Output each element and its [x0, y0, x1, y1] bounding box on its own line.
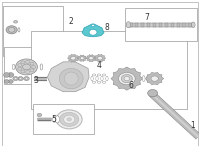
Circle shape [18, 77, 23, 81]
Circle shape [18, 67, 22, 70]
Circle shape [89, 29, 97, 35]
Circle shape [30, 62, 34, 65]
Ellipse shape [59, 68, 83, 89]
Circle shape [26, 71, 30, 74]
Ellipse shape [13, 20, 18, 23]
Circle shape [64, 115, 75, 123]
Ellipse shape [102, 81, 106, 83]
Bar [125, 8, 197, 41]
Bar [171, 22, 174, 27]
Ellipse shape [97, 74, 101, 76]
Text: 2: 2 [69, 17, 74, 26]
Circle shape [16, 59, 37, 75]
Polygon shape [77, 55, 87, 61]
Circle shape [30, 69, 34, 72]
Circle shape [80, 57, 84, 60]
Bar [182, 22, 186, 27]
Circle shape [89, 57, 93, 60]
Bar [129, 22, 133, 27]
Polygon shape [47, 62, 89, 92]
Polygon shape [145, 72, 164, 85]
Bar [147, 22, 150, 27]
Ellipse shape [192, 22, 195, 27]
Circle shape [14, 78, 17, 80]
Circle shape [91, 24, 95, 27]
Circle shape [148, 90, 158, 97]
Ellipse shape [96, 76, 98, 81]
Circle shape [71, 56, 76, 60]
Circle shape [14, 21, 17, 23]
Bar [33, 104, 94, 134]
Circle shape [151, 76, 158, 81]
Circle shape [37, 113, 42, 117]
Ellipse shape [12, 64, 15, 70]
Ellipse shape [126, 22, 131, 28]
Ellipse shape [55, 116, 59, 123]
Ellipse shape [40, 64, 43, 70]
Polygon shape [86, 55, 96, 62]
Circle shape [149, 75, 160, 83]
Circle shape [25, 78, 28, 80]
Circle shape [21, 70, 25, 73]
Circle shape [24, 77, 29, 81]
Circle shape [32, 66, 36, 68]
Bar [4, 47, 50, 84]
Text: 3: 3 [33, 76, 38, 85]
Ellipse shape [106, 76, 108, 81]
Text: 6: 6 [128, 81, 133, 90]
Polygon shape [111, 67, 143, 90]
Text: 5: 5 [51, 115, 56, 124]
Bar [31, 31, 187, 109]
Text: 7: 7 [144, 13, 149, 22]
Ellipse shape [92, 81, 96, 83]
Ellipse shape [142, 76, 145, 81]
Circle shape [19, 78, 22, 80]
Text: 8: 8 [105, 23, 109, 32]
Circle shape [67, 118, 72, 121]
Bar [165, 22, 168, 27]
Circle shape [4, 80, 9, 83]
Circle shape [8, 27, 15, 32]
Bar [135, 22, 138, 27]
Bar [153, 22, 156, 27]
Circle shape [124, 77, 130, 81]
Bar [3, 6, 63, 56]
Ellipse shape [91, 76, 93, 81]
Ellipse shape [64, 72, 78, 85]
Circle shape [18, 64, 22, 67]
Circle shape [7, 73, 14, 77]
Ellipse shape [101, 76, 103, 81]
Bar [159, 22, 162, 27]
Bar [141, 22, 144, 27]
Polygon shape [94, 54, 106, 62]
Ellipse shape [53, 116, 56, 122]
Ellipse shape [102, 74, 106, 76]
Circle shape [21, 61, 25, 64]
Ellipse shape [97, 81, 101, 83]
Circle shape [6, 26, 17, 34]
Polygon shape [82, 24, 104, 37]
Ellipse shape [18, 28, 20, 32]
Ellipse shape [92, 74, 96, 76]
Circle shape [118, 72, 135, 85]
Bar [188, 22, 192, 27]
Text: 1: 1 [190, 121, 195, 130]
Ellipse shape [146, 76, 149, 81]
Circle shape [13, 77, 18, 81]
Circle shape [23, 64, 30, 70]
Text: 4: 4 [97, 61, 101, 70]
Bar [177, 22, 180, 27]
Circle shape [8, 80, 13, 83]
Circle shape [26, 60, 30, 63]
Circle shape [98, 56, 102, 60]
Circle shape [56, 110, 82, 129]
Circle shape [3, 73, 10, 77]
Circle shape [121, 75, 132, 83]
Circle shape [60, 112, 79, 126]
Polygon shape [68, 54, 79, 62]
Bar [127, 23, 194, 27]
